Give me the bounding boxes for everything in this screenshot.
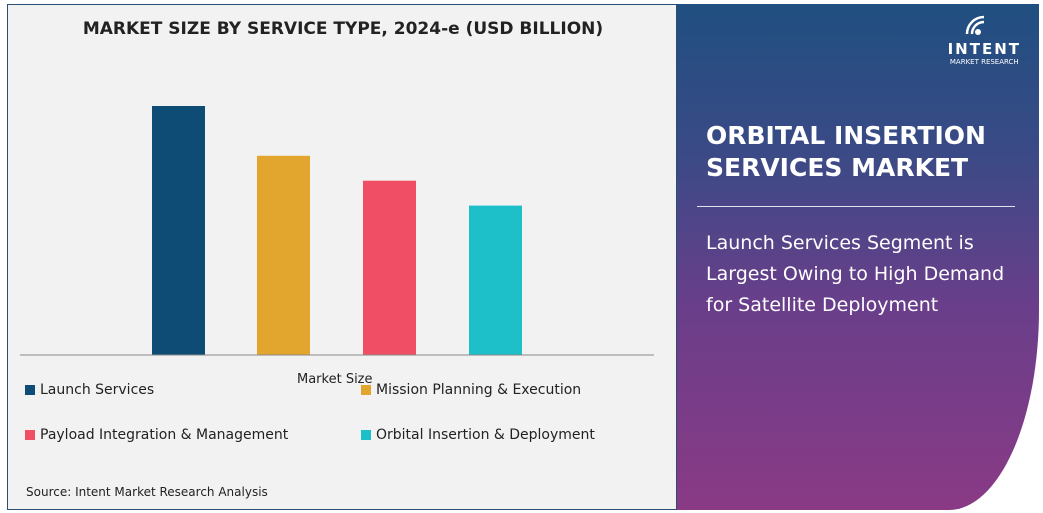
- summary-panel: INTENT MARKET RESEARCH ORBITAL INSERTION…: [677, 4, 1039, 510]
- legend-item-orbital-insertion: Orbital Insertion & Deployment: [361, 427, 595, 443]
- chart-panel: MARKET SIZE BY SERVICE TYPE, 2024-e (USD…: [7, 4, 677, 510]
- bar-4: [469, 205, 522, 355]
- chart-title: MARKET SIZE BY SERVICE TYPE, 2024-e (USD…: [82, 19, 604, 39]
- legend-label: Mission Planning & Execution: [376, 382, 582, 398]
- legend-label: Orbital Insertion & Deployment: [376, 427, 595, 443]
- legend-swatch: [361, 430, 371, 440]
- bar-2: [257, 155, 310, 355]
- market-title: ORBITAL INSERTION SERVICES MARKET: [706, 121, 986, 182]
- logo-sub: MARKET RESEARCH: [949, 58, 1019, 66]
- logo: INTENT MARKET RESEARCH: [948, 14, 1021, 66]
- legend-swatch: [361, 385, 371, 395]
- legend-item-mission-planning: Mission Planning & Execution: [361, 382, 581, 398]
- bar-1: [152, 106, 205, 355]
- source-note: Source: Intent Market Research Analysis: [26, 485, 268, 499]
- legend-label: Payload Integration & Management: [40, 427, 289, 443]
- legend-item-launch-services: Launch Services: [25, 382, 154, 398]
- legend-swatch: [25, 430, 35, 440]
- x-axis-label: Market Size: [297, 372, 373, 387]
- divider: [697, 206, 1015, 207]
- logo-name: INTENT: [947, 40, 1021, 58]
- legend-item-payload-integration: Payload Integration & Management: [25, 427, 288, 443]
- bar-chart: [20, 106, 654, 356]
- legend-swatch: [25, 385, 35, 395]
- bar-3: [363, 180, 416, 355]
- signal-icon: [966, 15, 985, 35]
- legend-label: Launch Services: [40, 382, 155, 398]
- key-insight: Launch Services Segment is Largest Owing…: [706, 232, 1005, 316]
